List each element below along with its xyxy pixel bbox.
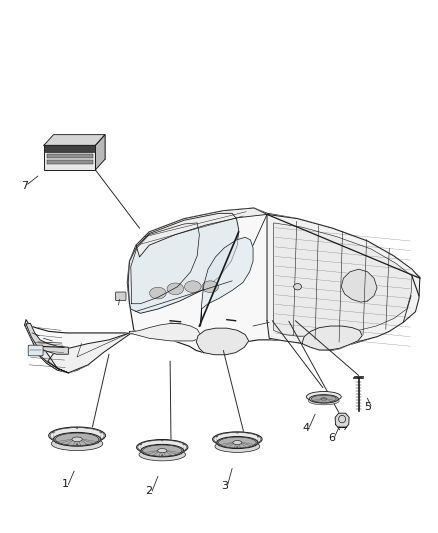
Polygon shape — [267, 214, 420, 345]
Ellipse shape — [143, 445, 182, 456]
Ellipse shape — [217, 437, 258, 449]
Ellipse shape — [162, 455, 163, 456]
Text: 6: 6 — [328, 433, 335, 443]
Ellipse shape — [237, 432, 238, 433]
Ellipse shape — [141, 445, 184, 457]
Ellipse shape — [184, 281, 201, 293]
Ellipse shape — [311, 395, 336, 402]
Ellipse shape — [76, 444, 78, 445]
Ellipse shape — [183, 450, 184, 452]
Polygon shape — [130, 324, 199, 341]
Text: 1: 1 — [62, 479, 69, 489]
Ellipse shape — [139, 448, 185, 461]
Ellipse shape — [150, 287, 166, 299]
FancyBboxPatch shape — [28, 345, 43, 356]
Ellipse shape — [202, 281, 219, 293]
Ellipse shape — [72, 437, 82, 442]
Polygon shape — [95, 135, 105, 169]
Ellipse shape — [49, 427, 106, 444]
Polygon shape — [25, 208, 420, 373]
Ellipse shape — [308, 397, 339, 405]
Bar — [44, 146, 95, 169]
Ellipse shape — [53, 432, 54, 433]
Ellipse shape — [321, 398, 327, 400]
Ellipse shape — [53, 432, 101, 446]
Polygon shape — [196, 328, 249, 355]
Bar — [46, 154, 93, 158]
Polygon shape — [48, 330, 135, 373]
Text: 7: 7 — [21, 181, 28, 191]
Ellipse shape — [51, 437, 103, 450]
Ellipse shape — [257, 436, 258, 437]
Ellipse shape — [233, 441, 242, 445]
Ellipse shape — [309, 394, 338, 403]
Polygon shape — [341, 269, 377, 302]
Ellipse shape — [216, 436, 217, 437]
Ellipse shape — [215, 440, 260, 453]
Ellipse shape — [158, 449, 167, 453]
Ellipse shape — [216, 442, 217, 443]
Text: 2: 2 — [145, 486, 153, 496]
Polygon shape — [44, 135, 105, 146]
Ellipse shape — [257, 442, 258, 443]
Ellipse shape — [53, 439, 54, 441]
Ellipse shape — [212, 432, 262, 447]
Bar — [46, 148, 93, 152]
Bar — [46, 160, 93, 165]
Ellipse shape — [140, 444, 141, 445]
Polygon shape — [136, 208, 267, 257]
Ellipse shape — [293, 284, 301, 290]
Polygon shape — [128, 213, 239, 313]
Ellipse shape — [183, 444, 184, 445]
FancyBboxPatch shape — [116, 292, 126, 301]
Ellipse shape — [137, 440, 188, 455]
Ellipse shape — [100, 439, 102, 441]
Polygon shape — [302, 326, 362, 350]
Bar — [44, 146, 95, 152]
Polygon shape — [201, 237, 253, 326]
Ellipse shape — [140, 450, 141, 452]
Ellipse shape — [306, 392, 341, 402]
Ellipse shape — [219, 437, 256, 448]
Bar — [53, 135, 105, 159]
Ellipse shape — [56, 433, 99, 446]
Polygon shape — [26, 324, 68, 354]
Polygon shape — [274, 223, 412, 337]
Text: 4: 4 — [303, 423, 310, 433]
Ellipse shape — [76, 427, 78, 429]
Text: 3: 3 — [221, 481, 228, 491]
Ellipse shape — [237, 447, 238, 448]
Ellipse shape — [100, 432, 102, 433]
Text: 5: 5 — [364, 402, 371, 412]
Polygon shape — [335, 413, 349, 427]
Ellipse shape — [162, 440, 163, 441]
Ellipse shape — [167, 283, 184, 295]
Polygon shape — [25, 320, 68, 373]
